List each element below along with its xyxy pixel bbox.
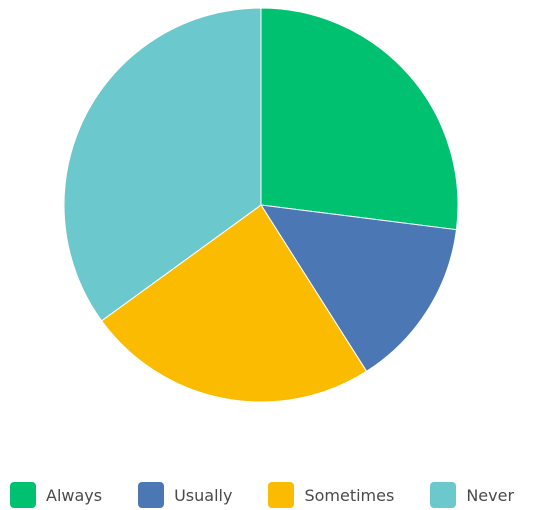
legend-swatch-never [430, 482, 457, 508]
legend-label-usually: Usually [174, 485, 233, 505]
legend-swatch-sometimes [268, 482, 295, 508]
legend-item-sometimes[interactable]: Sometimes [268, 482, 394, 508]
legend-label-sometimes: Sometimes [304, 485, 395, 505]
pie-slice-usually[interactable] [260, 204, 458, 373]
legend: Always Usually Sometimes Never [10, 481, 546, 509]
legend-swatch-always [10, 482, 36, 508]
legend-item-always[interactable]: Always [10, 482, 102, 508]
legend-label-never: Never [466, 485, 515, 505]
legend-item-never[interactable]: Never [430, 482, 514, 508]
pie-slice-always[interactable] [260, 7, 459, 231]
pie-slice-never[interactable] [63, 7, 262, 322]
legend-item-usually[interactable]: Usually [138, 482, 232, 508]
legend-label-always: Always [46, 485, 103, 505]
pie-slice-sometimes[interactable] [100, 204, 368, 403]
legend-swatch-usually [138, 482, 165, 508]
pie-plot-area [63, 7, 459, 403]
